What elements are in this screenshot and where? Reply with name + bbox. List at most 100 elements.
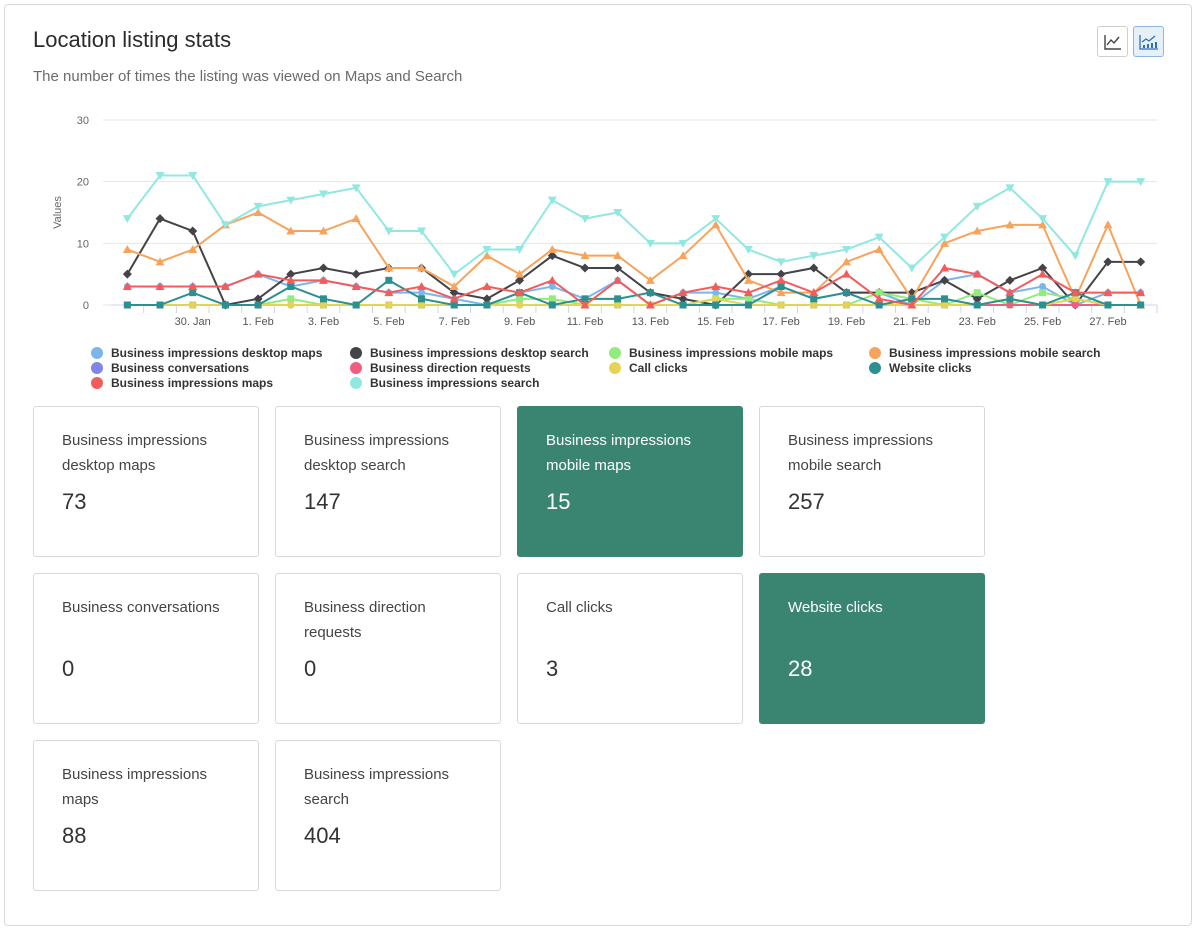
line-chart-icon — [1103, 34, 1121, 50]
area-chart-icon — [1138, 34, 1158, 50]
data-point — [482, 282, 492, 290]
data-point — [842, 301, 850, 309]
page-subtitle: The number of times the listing was view… — [33, 68, 463, 85]
x-tick-label: 13. Feb — [632, 316, 669, 328]
data-point — [351, 214, 361, 223]
data-point — [972, 202, 982, 211]
data-point — [743, 275, 753, 284]
stat-card[interactable]: Business impressions mobile search 257 — [759, 406, 985, 557]
data-point — [286, 269, 296, 279]
data-point — [1103, 288, 1113, 297]
data-point — [874, 233, 884, 242]
data-point — [1005, 220, 1015, 229]
legend-item[interactable]: Website clicks — [869, 361, 972, 375]
data-point — [1038, 269, 1048, 278]
legend-item[interactable]: Business impressions search — [350, 376, 539, 390]
stat-card[interactable]: Business impressions desktop search 147 — [275, 406, 501, 557]
data-point — [254, 301, 262, 309]
stat-card-label: Website clicks — [788, 599, 883, 616]
stat-card-label: Business impressions desktop maps — [62, 432, 208, 474]
x-tick-label: 21. Feb — [893, 316, 930, 328]
stat-card-value: 88 — [62, 823, 87, 848]
data-point — [712, 295, 720, 303]
area-chart-button[interactable] — [1133, 26, 1164, 57]
data-point — [515, 288, 525, 297]
data-point — [1006, 301, 1014, 309]
legend-item[interactable]: Business impressions mobile search — [869, 346, 1100, 360]
data-point — [319, 295, 327, 303]
stat-card-label: Business impressions mobile maps — [546, 432, 692, 474]
data-point — [908, 295, 916, 303]
data-point — [287, 295, 295, 303]
data-point — [547, 245, 557, 253]
x-tick-label: 1. Feb — [243, 316, 274, 328]
data-point — [385, 301, 393, 309]
stat-card[interactable]: Business direction requests 0 — [275, 573, 501, 724]
data-point — [547, 251, 557, 261]
data-point — [776, 288, 786, 297]
data-point — [418, 301, 426, 309]
data-point — [286, 275, 296, 284]
data-point — [973, 289, 981, 297]
data-point — [1005, 275, 1015, 285]
legend-label: Business conversations — [111, 361, 249, 375]
data-point — [679, 301, 687, 309]
series-line — [127, 279, 1141, 307]
stat-card[interactable]: Business impressions desktop maps 73 — [33, 406, 259, 557]
data-point — [875, 301, 883, 309]
legend-item[interactable]: Business impressions desktop maps — [91, 346, 323, 360]
legend-item[interactable]: Business impressions mobile maps — [609, 346, 833, 360]
stat-card[interactable]: Business impressions mobile maps 15 — [517, 406, 743, 557]
stat-card[interactable]: Business conversations 0 — [33, 573, 259, 724]
stat-card[interactable]: Website clicks 28 — [759, 573, 985, 724]
data-point — [613, 209, 623, 217]
data-point — [711, 215, 721, 224]
legend-item[interactable]: Business direction requests — [350, 361, 531, 375]
page-title: Location listing stats — [33, 27, 232, 52]
data-point — [1038, 220, 1048, 229]
data-point — [449, 282, 459, 290]
data-point — [418, 289, 426, 297]
legend-label: Business impressions mobile search — [889, 346, 1100, 360]
data-point — [287, 301, 295, 309]
data-point — [547, 275, 557, 284]
data-point — [743, 246, 753, 254]
data-point — [188, 172, 198, 180]
data-point — [123, 301, 131, 309]
data-point — [777, 283, 785, 290]
data-point — [777, 301, 785, 309]
stat-card[interactable]: Business impressions search 404 — [275, 740, 501, 891]
stat-card-label: Business impressions search — [304, 766, 450, 808]
legend-item[interactable]: Business impressions desktop search — [350, 346, 589, 360]
stat-card[interactable]: Business impressions maps 88 — [33, 740, 259, 891]
data-point — [515, 246, 525, 254]
data-point — [318, 190, 328, 199]
data-point — [875, 289, 883, 297]
stat-card-value: 3 — [546, 656, 559, 681]
line-chart-button[interactable] — [1097, 26, 1128, 57]
legend-item[interactable]: Business impressions maps — [91, 376, 273, 390]
data-point — [253, 202, 263, 211]
data-point — [941, 295, 949, 303]
data-point — [712, 301, 720, 309]
stat-card-label: Business impressions desktop search — [304, 432, 450, 474]
data-point — [645, 300, 655, 309]
x-tick-label: 15. Feb — [697, 316, 734, 328]
data-point — [189, 301, 197, 309]
stat-card[interactable]: Call clicks 3 — [517, 573, 743, 724]
data-point — [1103, 220, 1113, 229]
data-point — [580, 251, 590, 260]
legend-label: Call clicks — [629, 361, 688, 375]
data-point — [678, 239, 688, 248]
data-point — [743, 269, 753, 279]
stat-card-value: 73 — [62, 489, 87, 514]
data-point — [874, 245, 884, 253]
legend-label: Business impressions search — [370, 376, 539, 390]
data-point — [678, 288, 688, 297]
data-point — [940, 263, 950, 272]
legend-item[interactable]: Call clicks — [609, 361, 688, 375]
data-point — [613, 263, 623, 273]
data-point — [189, 289, 197, 297]
legend-item[interactable]: Business conversations — [91, 361, 249, 375]
data-point — [809, 263, 819, 273]
